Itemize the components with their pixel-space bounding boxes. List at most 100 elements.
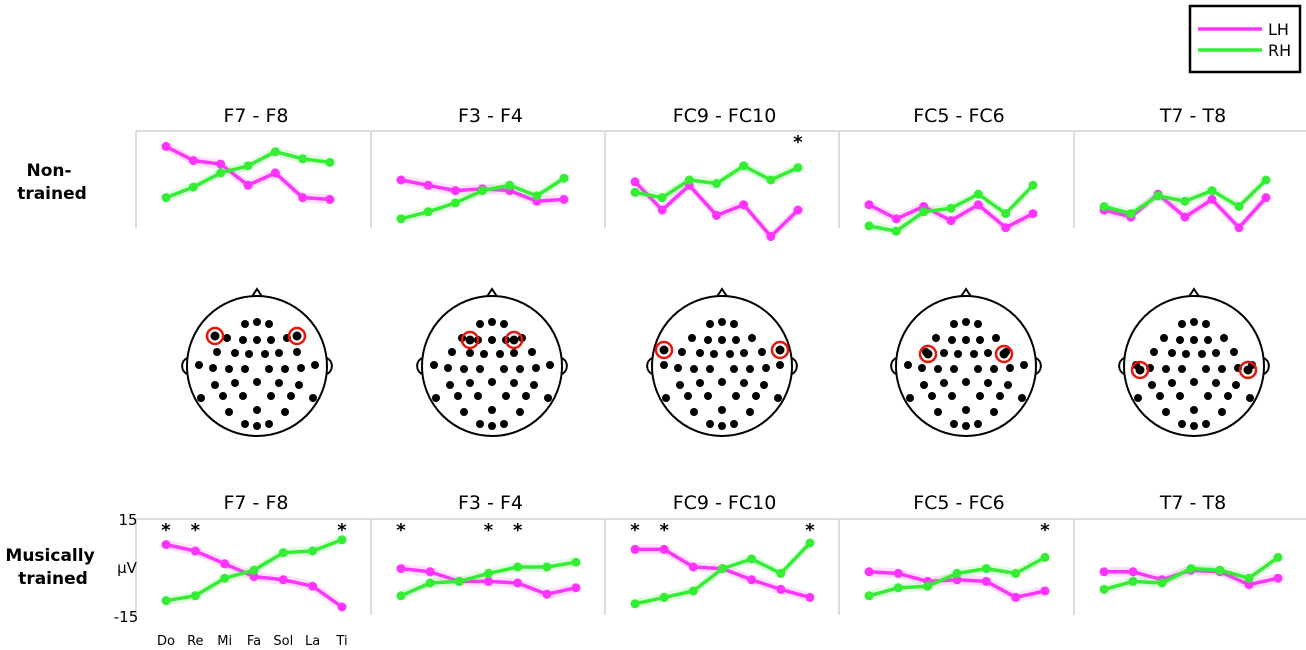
data-point-rh-ti [1028, 180, 1038, 190]
electrode [776, 361, 784, 369]
electrode [430, 361, 438, 369]
electrode-highlight-ring [504, 330, 524, 350]
data-point-rh-ti [805, 538, 815, 548]
data-point-rh-re [659, 592, 669, 602]
electrode [1148, 381, 1156, 389]
panel-musically-trained-f7-f8: F7 - F8 * * * μV 15 -15 Do Re Mi Fa Sol La Ti [114, 492, 370, 649]
electrode [976, 392, 984, 400]
electrode [522, 392, 530, 400]
electrode [732, 336, 740, 344]
panel-musically-trained-f3-f4: F3 - F4 * * * [370, 492, 604, 615]
error-band-rh [401, 173, 564, 224]
data-point-lh-re [188, 156, 198, 166]
electrode [730, 320, 738, 328]
electrode [476, 365, 484, 373]
electrode [275, 379, 283, 387]
data-point-rh-do [396, 591, 406, 601]
electrode [934, 365, 942, 373]
head-map-fc9-fc10 [646, 287, 798, 437]
scalp-outline [895, 295, 1037, 437]
electrode [1190, 422, 1198, 430]
data-point-lh-do [630, 177, 640, 187]
electrode [253, 318, 261, 326]
data-point-lh-do [396, 175, 406, 185]
significance-star-fa: * [484, 520, 494, 541]
electrode [532, 364, 540, 372]
left-ear-icon [416, 357, 423, 375]
significance-star-ti: * [337, 520, 347, 541]
data-point-rh-la [776, 568, 786, 578]
panel-title: FC9 - FC10 [673, 105, 777, 127]
x-tick-sol: Sol [273, 634, 293, 649]
panel-title: F3 - F4 [458, 105, 523, 127]
data-point-rh-ti [325, 157, 335, 167]
data-point-lh-ti [1273, 573, 1283, 583]
data-point-lh-do [864, 200, 874, 210]
electrode [748, 334, 756, 342]
electrode-selected [923, 349, 933, 359]
electrode [239, 336, 247, 344]
left-ear-icon [646, 357, 653, 375]
data-point-rh-fa [249, 565, 259, 575]
electrode [474, 392, 482, 400]
data-point-lh-la [542, 589, 552, 599]
electrode-selected [210, 331, 220, 341]
electrode [696, 379, 704, 387]
data-point-lh-sol [747, 575, 757, 585]
data-point-lh-re [891, 214, 901, 224]
panel-title: FC5 - FC6 [913, 105, 1005, 127]
electrode [704, 392, 712, 400]
electrode [265, 365, 273, 373]
x-tick-do: Do [157, 634, 175, 649]
data-point-lh-sol [981, 576, 991, 586]
panel-title: FC9 - FC10 [673, 492, 777, 514]
significance-star-do: * [396, 520, 406, 541]
electrode [990, 365, 998, 373]
data-point-lh-fa [946, 216, 956, 226]
significance-star-ti: * [1040, 520, 1050, 541]
head-map-t7-t8 [1118, 287, 1270, 437]
data-point-rh-sol [1215, 565, 1225, 575]
electrode [690, 365, 698, 373]
electrode [976, 336, 984, 344]
panel-title: F3 - F4 [458, 492, 523, 514]
data-point-rh-sol [747, 554, 757, 564]
data-point-lh-ti [571, 583, 581, 593]
chart-panels: F7 - F8 F3 - F4 FC9 - FC10*FC5 - FC6 T7 - T… [114, 105, 1306, 649]
electrode-selected [659, 345, 669, 355]
electrode [962, 336, 970, 344]
electrode-selected [292, 331, 302, 341]
electrode [1246, 394, 1254, 402]
data-point-lh-do [161, 141, 171, 151]
x-tick-ti: Ti [335, 634, 347, 649]
data-point-lh-ti [325, 194, 335, 204]
left-ear-icon [181, 357, 188, 375]
significance-star-ti: * [805, 520, 815, 541]
electrode-selected [465, 335, 475, 345]
electrode [962, 378, 970, 386]
error-band-rh [635, 538, 810, 609]
electrode-highlight-ring [1238, 360, 1258, 380]
data-point-rh-fa [1180, 196, 1190, 206]
legend-label-lh: LH [1268, 20, 1289, 39]
panel-non-trained-f3-f4: F3 - F4 [370, 105, 604, 228]
electrode [488, 336, 496, 344]
electrode [265, 320, 273, 328]
electrode [706, 320, 714, 328]
electrode [718, 378, 726, 386]
data-point-rh-mi [450, 198, 460, 208]
electrode [1224, 392, 1232, 400]
data-point-rh-ti [559, 173, 569, 183]
panel-non-trained-t7-t8: T7 - T8 [1073, 105, 1306, 233]
data-point-rh-do [1099, 584, 1109, 594]
electrode-highlight-ring [460, 330, 480, 350]
electrode [528, 348, 536, 356]
electrode [996, 392, 1004, 400]
data-point-lh-ti [793, 205, 803, 215]
electrode-highlight-ring [918, 344, 938, 364]
electrode-highlight-ring [770, 340, 790, 360]
electrode [1202, 365, 1210, 373]
electrode [476, 320, 484, 328]
electrode [1202, 420, 1210, 428]
electrode [1176, 336, 1184, 344]
